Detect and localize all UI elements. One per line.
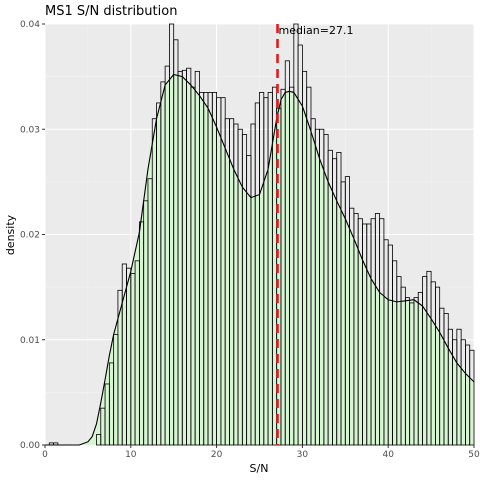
histogram-bars xyxy=(48,23,475,446)
y-axis-ticks: 0.00 0.01 0.02 0.03 0.04 xyxy=(20,20,45,451)
y-axis-title: density xyxy=(4,214,17,255)
y-tick-label: 0.01 xyxy=(20,336,40,346)
x-tick-label: 50 xyxy=(468,450,480,460)
x-tick-label: 40 xyxy=(382,450,394,460)
x-axis-ticks: 0 10 20 30 40 50 xyxy=(42,445,480,460)
density-curve xyxy=(45,73,475,446)
y-tick-label: 0.02 xyxy=(20,231,40,241)
y-tick-label: 0.03 xyxy=(20,125,40,135)
x-tick-label: 20 xyxy=(211,450,223,460)
y-tick-label: 0.04 xyxy=(20,20,40,30)
x-tick-label: 30 xyxy=(297,450,309,460)
median-label: median=27.1 xyxy=(279,24,354,37)
x-tick-label: 0 xyxy=(42,450,48,460)
histogram-bar xyxy=(469,349,475,446)
y-tick-label: 0.00 xyxy=(20,441,40,451)
x-axis-title: S/N xyxy=(250,462,269,475)
x-tick-label: 10 xyxy=(125,450,137,460)
plot-title: MS1 S/N distribution xyxy=(45,4,177,19)
